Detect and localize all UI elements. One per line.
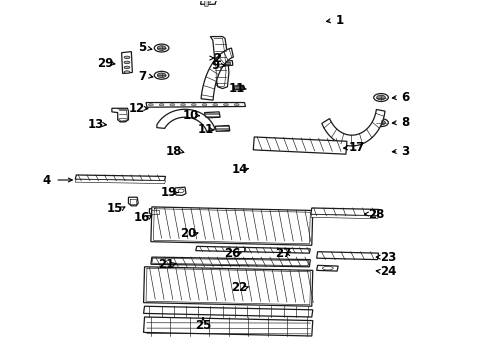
Text: 22: 22 [231,281,247,294]
Text: 25: 25 [194,319,211,332]
Polygon shape [174,187,185,195]
Text: 5: 5 [138,41,146,54]
Ellipse shape [124,56,130,59]
Text: 11: 11 [197,123,213,136]
Polygon shape [215,126,229,131]
Text: 16: 16 [134,211,150,224]
Text: 19: 19 [161,186,177,199]
Polygon shape [210,37,228,89]
Polygon shape [143,306,312,317]
Polygon shape [204,0,208,6]
Text: 7: 7 [138,69,146,82]
Ellipse shape [169,104,174,106]
Ellipse shape [234,104,239,106]
Polygon shape [253,137,346,154]
Text: 6: 6 [401,91,408,104]
Text: 13: 13 [87,118,103,131]
Ellipse shape [373,119,387,127]
Ellipse shape [154,44,168,52]
Polygon shape [201,48,233,100]
Text: 29: 29 [97,57,114,70]
Text: 1: 1 [335,14,343,27]
Ellipse shape [223,104,228,106]
Polygon shape [200,0,263,4]
Text: 20: 20 [180,227,196,240]
Text: 23: 23 [380,251,396,264]
Text: 3: 3 [401,145,408,158]
Polygon shape [316,252,378,260]
Polygon shape [224,62,229,64]
Text: 4: 4 [43,174,51,186]
Text: 8: 8 [401,116,408,129]
Polygon shape [310,215,378,219]
Ellipse shape [159,104,163,106]
Text: 26: 26 [224,247,240,260]
Ellipse shape [124,66,130,69]
Polygon shape [151,257,310,267]
Text: 18: 18 [165,145,182,158]
Polygon shape [157,109,215,131]
Polygon shape [75,175,165,181]
Text: 11: 11 [228,82,245,95]
Ellipse shape [212,104,217,106]
Polygon shape [122,51,132,73]
Polygon shape [151,207,312,245]
Polygon shape [244,247,310,253]
Ellipse shape [157,73,165,78]
Polygon shape [149,209,161,216]
Polygon shape [222,60,232,66]
Ellipse shape [178,189,183,193]
Polygon shape [316,265,337,271]
Text: 15: 15 [107,202,123,215]
Polygon shape [206,0,211,3]
Polygon shape [233,85,244,90]
Ellipse shape [124,71,130,73]
Text: 24: 24 [379,265,396,278]
Ellipse shape [191,104,196,106]
Polygon shape [321,109,384,146]
Polygon shape [112,108,128,122]
Polygon shape [195,246,245,252]
Polygon shape [128,197,138,206]
Text: 28: 28 [367,208,384,221]
Polygon shape [143,267,312,306]
Ellipse shape [157,46,165,50]
Ellipse shape [202,104,206,106]
Ellipse shape [322,266,332,270]
Text: 9: 9 [211,59,219,72]
Ellipse shape [180,104,185,106]
Ellipse shape [376,120,385,125]
Text: 2: 2 [213,51,221,64]
Text: 17: 17 [348,141,364,154]
Text: 10: 10 [183,109,199,122]
Ellipse shape [373,94,387,102]
Polygon shape [310,208,378,216]
Polygon shape [143,317,312,336]
Polygon shape [146,103,245,107]
Text: 21: 21 [158,258,174,271]
Ellipse shape [148,104,153,106]
Polygon shape [204,112,220,118]
Ellipse shape [376,95,385,100]
Ellipse shape [124,61,130,64]
Polygon shape [75,179,165,184]
Text: 14: 14 [231,163,247,176]
Text: 27: 27 [275,247,291,260]
Ellipse shape [154,71,168,79]
Text: 12: 12 [129,102,145,115]
